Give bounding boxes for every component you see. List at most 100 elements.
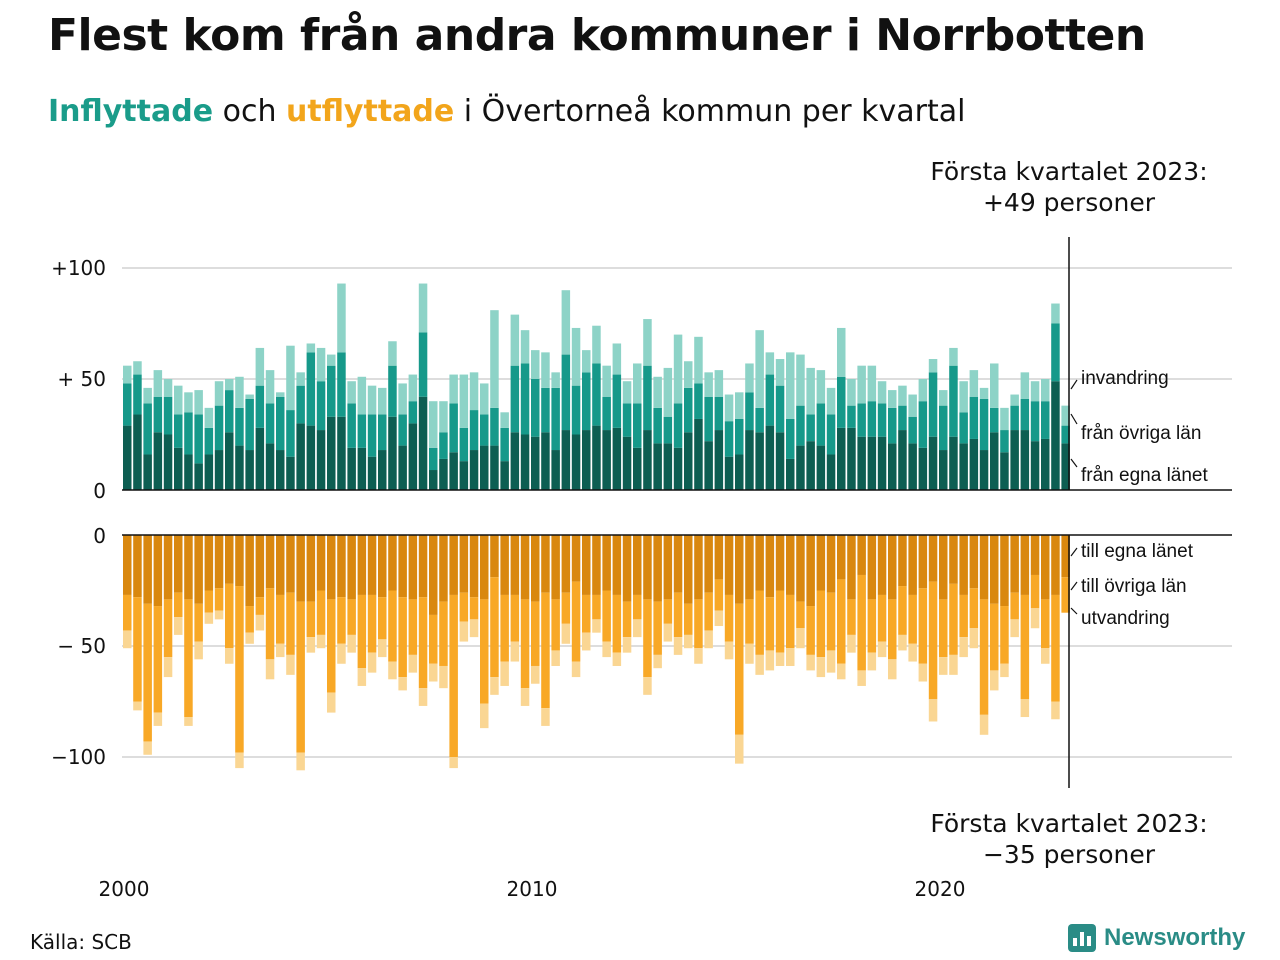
bar-from-county (602, 430, 611, 490)
bar-to-county (255, 535, 265, 598)
bar-immigration (867, 365, 877, 402)
bar-to-other (337, 597, 346, 644)
bar-from-county (541, 432, 550, 490)
bar-from-county (908, 443, 917, 490)
bar-emigration (520, 688, 530, 706)
y-tick-label: −100 (51, 745, 106, 769)
annotation-bottom: Första kvartalet 2023: −35 personer (909, 808, 1229, 870)
bar-from-other (500, 427, 509, 462)
bar-immigration (949, 347, 958, 366)
chart-subtitle: Inflyttade och utflyttade i Övertorneå k… (48, 94, 966, 129)
bar-to-county (1041, 535, 1050, 600)
bar-emigration (724, 641, 734, 660)
bar-from-other (1030, 401, 1040, 442)
bar-from-county (123, 425, 132, 490)
bar-from-other (582, 372, 591, 431)
bar-immigration (276, 392, 285, 397)
bar-immigration (347, 381, 356, 404)
bar-from-other (296, 385, 305, 424)
bar-to-county (480, 535, 489, 600)
bar-to-other (724, 594, 734, 642)
bar-to-other (1030, 574, 1040, 609)
bar-from-county (898, 430, 907, 490)
bar-immigration (490, 310, 499, 408)
bar-emigration (704, 630, 713, 649)
bar-to-county (1051, 535, 1060, 595)
bar-from-county (816, 445, 826, 490)
bar-immigration (735, 392, 744, 419)
source-note: Källa: SCB (30, 930, 132, 954)
newsworthy-logo: Newsworthy (1068, 924, 1245, 952)
bar-from-county (745, 430, 754, 490)
bar-emigration (490, 677, 499, 695)
bar-from-county (296, 423, 305, 490)
bar-from-county (877, 436, 887, 490)
bar-from-county (265, 443, 275, 490)
legend-leader (1070, 547, 1078, 557)
bar-to-other (459, 592, 469, 622)
bar-to-other (449, 594, 458, 757)
bar-from-other (786, 418, 795, 459)
bar-from-county (673, 447, 683, 490)
bar-from-other (265, 403, 275, 444)
bar-emigration (949, 654, 958, 675)
bar-immigration (653, 376, 662, 408)
bar-from-other (510, 365, 520, 433)
bar-emigration (969, 628, 979, 649)
brand-name: Newsworthy (1104, 924, 1246, 951)
bar-from-county (1010, 430, 1019, 490)
bar-to-county (918, 535, 928, 589)
bar-to-other (133, 597, 142, 702)
bar-emigration (592, 619, 601, 633)
bar-immigration (918, 379, 928, 402)
bar-immigration (143, 387, 152, 404)
bar-to-other (265, 588, 275, 660)
bar-from-other (877, 403, 887, 437)
bar-from-county (867, 436, 877, 490)
bar-from-county (806, 441, 815, 490)
legend-leader (1070, 413, 1078, 425)
bar-immigration (245, 394, 254, 399)
legend-leader (1070, 581, 1078, 591)
bar-to-other (531, 601, 540, 666)
bar-emigration (133, 701, 142, 711)
bar-from-other (959, 412, 968, 444)
bar-from-other (939, 405, 948, 451)
bar-to-county (949, 535, 958, 584)
bar-to-county (898, 535, 907, 587)
bar-to-other (1041, 599, 1050, 649)
bar-emigration (174, 617, 183, 635)
bar-emigration (837, 663, 846, 680)
bar-immigration (633, 363, 642, 404)
bar-from-other (1051, 323, 1060, 382)
bar-to-county (1020, 535, 1030, 595)
bar-immigration (429, 401, 438, 448)
bar-to-other (316, 590, 326, 635)
bar-emigration (602, 641, 611, 658)
bar-immigration (551, 372, 560, 388)
bar-emigration (286, 654, 295, 675)
bar-to-county (367, 535, 377, 595)
bar-from-other (449, 403, 458, 453)
bar-to-other (582, 594, 591, 633)
bar-immigration (316, 347, 326, 382)
bar-to-county (673, 535, 683, 593)
bar-immigration (826, 387, 836, 415)
bar-from-other (541, 387, 550, 433)
bar-to-county (928, 535, 938, 582)
bar-from-county (255, 427, 265, 490)
bar-to-county (663, 535, 673, 600)
bar-to-county (786, 535, 795, 595)
bar-immigration (123, 365, 132, 384)
bar-from-other (755, 407, 764, 433)
series-label: invandring (1081, 368, 1169, 389)
bar-from-county (408, 423, 418, 490)
bar-immigration (684, 361, 693, 388)
bar-from-county (939, 450, 948, 490)
bar-to-other (388, 590, 397, 662)
bar-from-county (143, 454, 152, 490)
bar-to-other (1020, 594, 1030, 700)
bar-to-other (704, 592, 713, 631)
bar-from-other (459, 427, 469, 462)
bar-from-other (888, 407, 897, 444)
